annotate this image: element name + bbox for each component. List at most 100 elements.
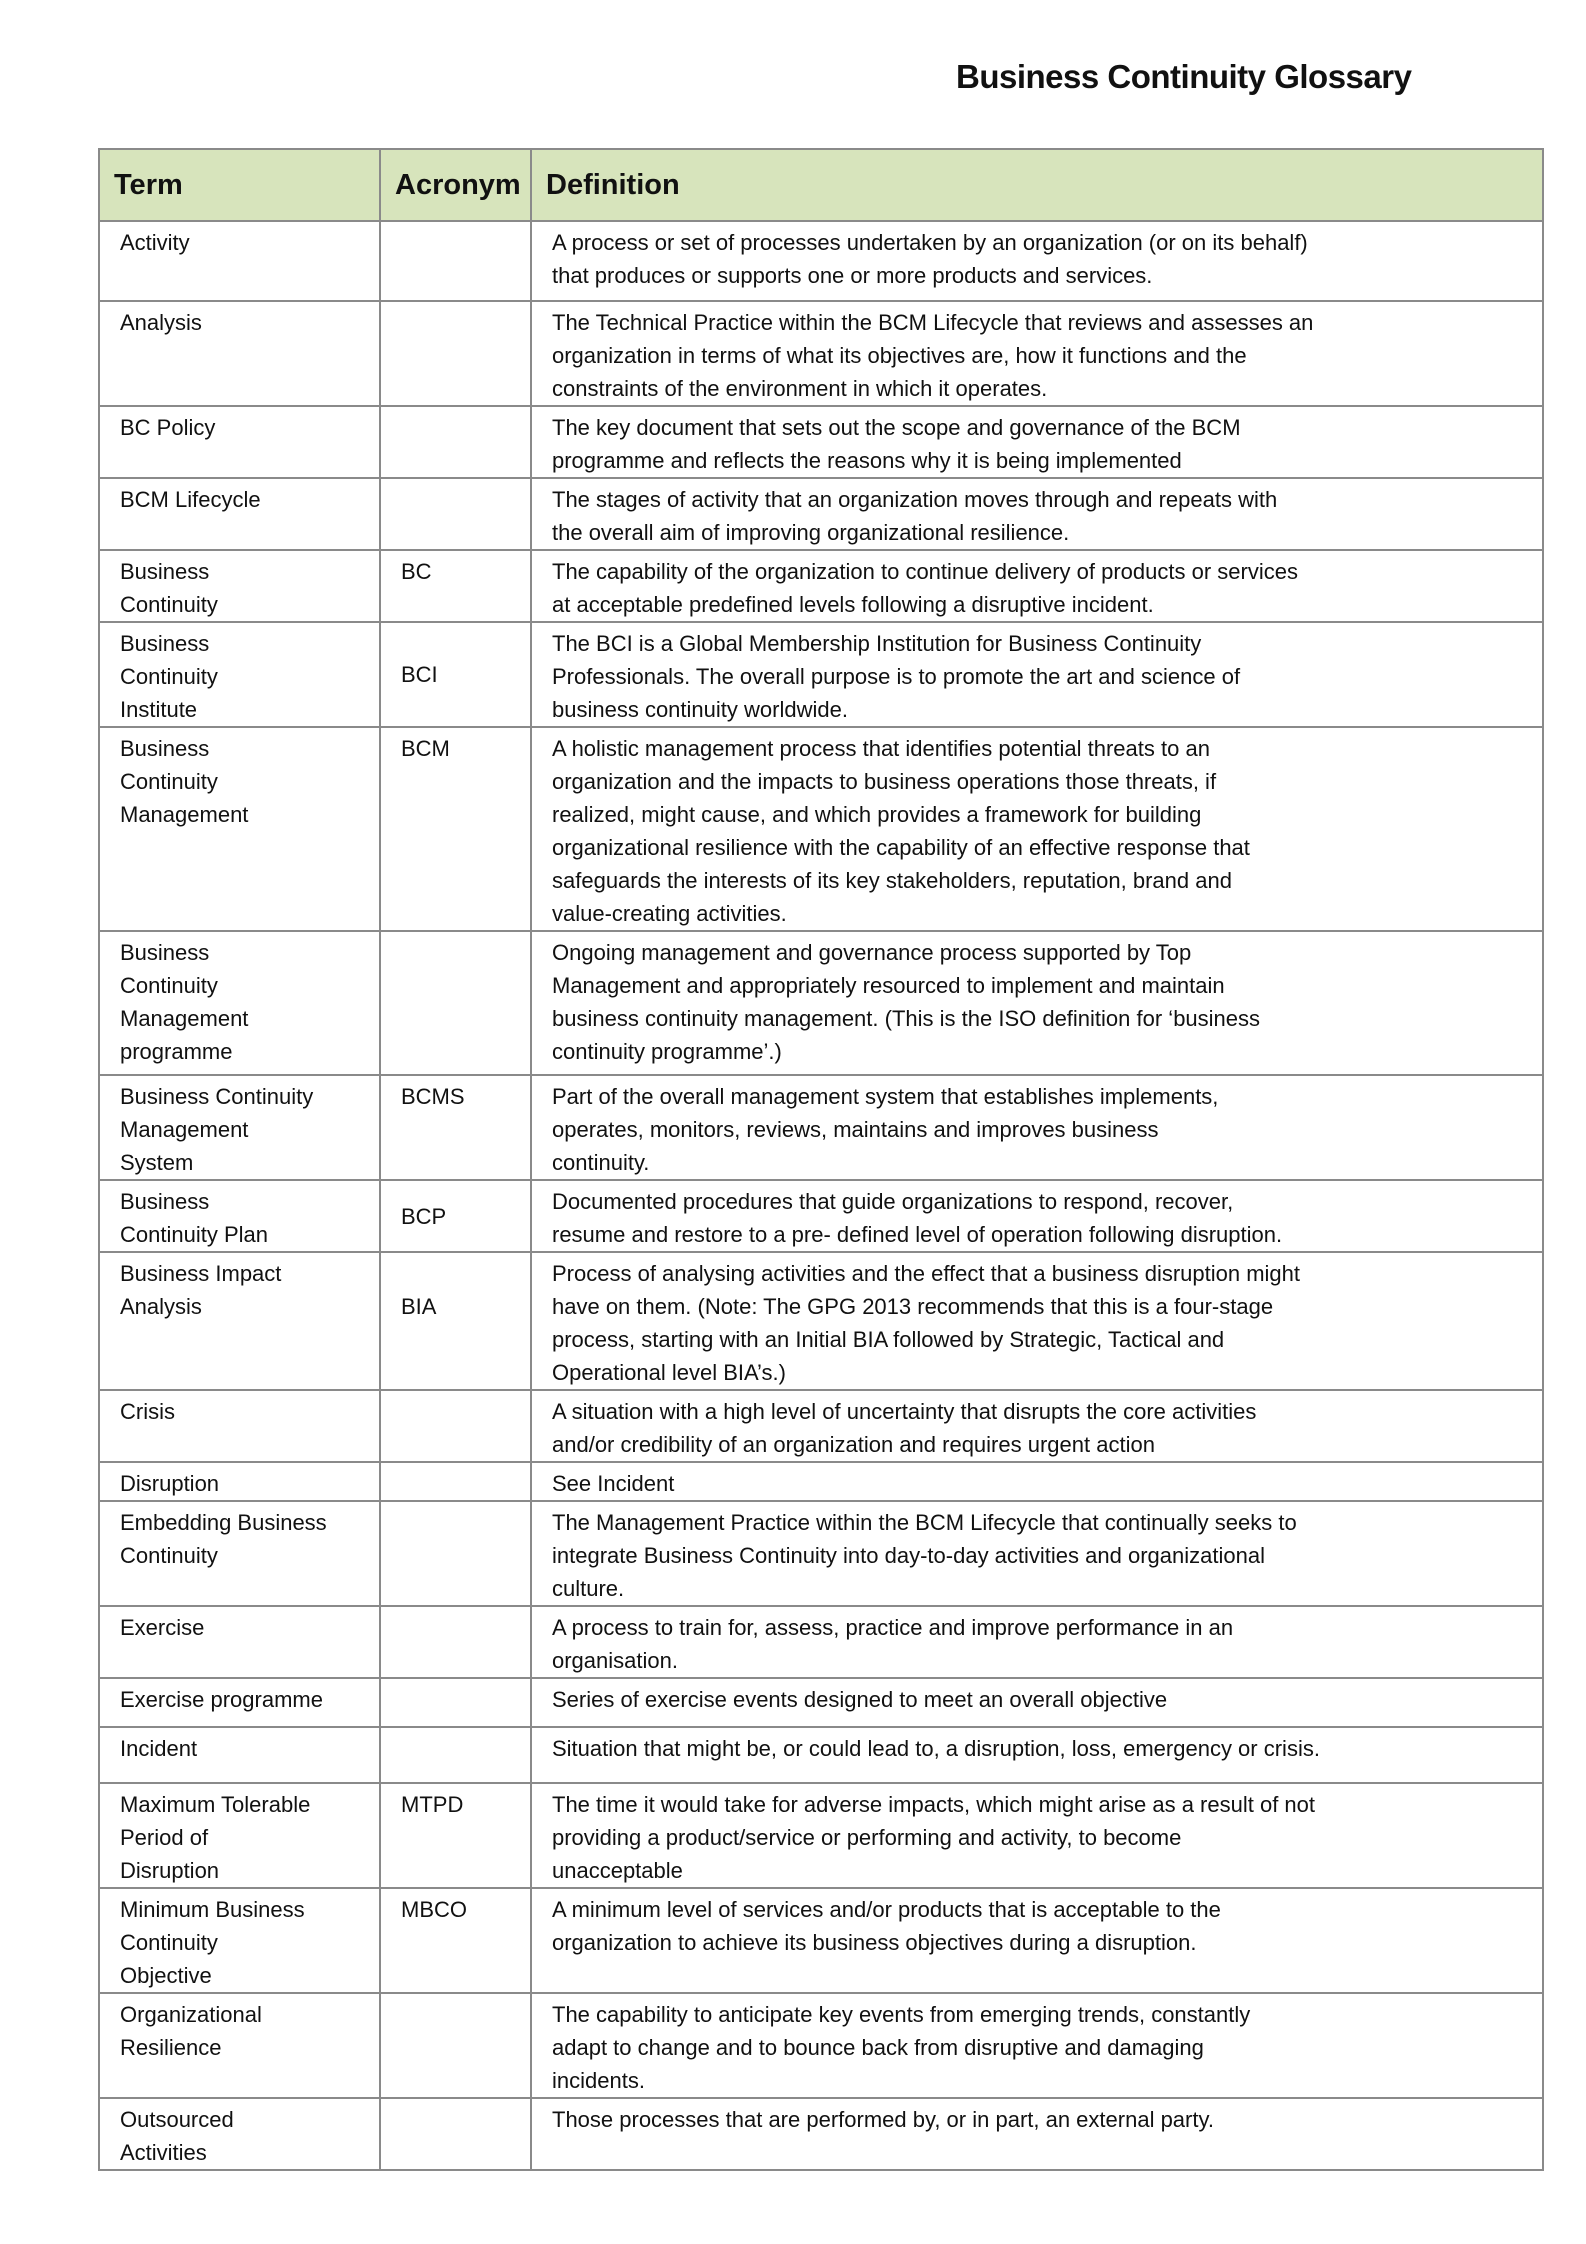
table-row: Exercise programme Series of exercise eve… [98,1677,1544,1728]
acronym-cell: BCI [379,621,532,728]
term-text: Continuity [120,973,218,998]
acronym-cell [379,300,532,407]
acronym-cell [379,1461,532,1502]
term-text: Continuity [120,664,218,689]
definition-cell: The stages of activity that an organizat… [530,477,1544,551]
definition-text: organization and the impacts to business… [552,769,1217,794]
table-row: Business Continuity Management programme Ong… [98,930,1544,1076]
term-cell: Business Impact Analysis [98,1251,381,1391]
definition-text: process, starting with an Initial BIA fo… [552,1327,1225,1352]
definition-text: resume and restore to a pre- defined lev… [552,1222,1283,1247]
term-text: Analysis [120,1294,202,1319]
definition-text: Situation that might be, or could lead t… [552,1736,1320,1761]
definition-cell: The Management Practice within the BCM L… [530,1500,1544,1607]
table-row: Activity A process or set of processes un… [98,220,1544,302]
definition-cell: The time it would take for adverse impac… [530,1782,1544,1889]
definition-text: continuity programme’.) [552,1039,782,1064]
definition-text: realized, might cause, and which provide… [552,802,1202,827]
header-definition: Definition [530,148,1544,222]
definition-text: A holistic management process that ident… [552,736,1210,761]
term-text: Disruption [120,1858,220,1883]
table-row: Minimum Business Continuity Objective MBCO A… [98,1887,1544,1994]
acronym-cell [379,1500,532,1607]
term-cell: BCM Lifecycle [98,477,381,551]
term-cell: Outsourced Activities [98,2097,381,2171]
definition-text: Series of exercise events designed to me… [552,1687,1168,1712]
term-text: programme [120,1039,233,1064]
table-row: Incident Situation that might be, or coul… [98,1726,1544,1784]
term-text: Continuity [120,769,218,794]
definition-text: A situation with a high level of uncerta… [552,1399,1257,1424]
term-text: Continuity [120,1543,218,1568]
acronym-text: MBCO [401,1897,467,1922]
definition-text: Professionals. The overall purpose is to… [552,664,1241,689]
definition-text: and/or credibility of an organization an… [552,1432,1155,1457]
definition-text: business continuity management. (This is… [552,1006,1261,1031]
definition-text: Part of the overall management system th… [552,1084,1219,1109]
definition-text: culture. [552,1576,625,1601]
definition-text: See Incident [552,1471,675,1496]
term-text: Business Impact [120,1261,282,1286]
table-row: Business Continuity Plan BCP Documented pro… [98,1179,1544,1253]
acronym-cell [379,1677,532,1728]
table-row: Business Continuity BC The capability of th… [98,549,1544,623]
definition-text: organization to achieve its business obj… [552,1930,1197,1955]
term-cell: Disruption [98,1461,381,1502]
definition-text: The key document that sets out the scope… [552,415,1241,440]
definition-text: The Management Practice within the BCM L… [552,1510,1297,1535]
term-text: Business [120,940,210,965]
table-row: Business Impact Analysis BIA Process of ana… [98,1251,1544,1391]
definition-text: organizational resilience with the capab… [552,835,1250,860]
term-text: Business [120,631,210,656]
definition-cell: Series of exercise events designed to me… [530,1677,1544,1728]
term-cell: Incident [98,1726,381,1784]
definition-cell: The BCI is a Global Membership Instituti… [530,621,1544,728]
definition-text: Ongoing management and governance proces… [552,940,1192,965]
term-text: Crisis [120,1399,175,1424]
definition-text: providing a product/service or performin… [552,1825,1182,1850]
term-text: Resilience [120,2035,222,2060]
definition-text: continuity. [552,1150,650,1175]
definition-cell: Documented procedures that guide organiz… [530,1179,1544,1253]
term-text: Business [120,559,210,584]
definition-text: The stages of activity that an organizat… [552,487,1278,512]
acronym-cell [379,1726,532,1784]
term-cell: Business Continuity Management System [98,1074,381,1181]
table-row: BC Policy The key document that sets out … [98,405,1544,479]
table-row: Embedding Business Continuity The Managem… [98,1500,1544,1607]
definition-text: incidents. [552,2068,645,2093]
term-text: Analysis [120,310,202,335]
term-text: Period of [120,1825,209,1850]
acronym-text: BC [401,559,432,584]
acronym-cell [379,1992,532,2099]
acronym-cell: BC [379,549,532,623]
definition-text: A process to train for, assess, practice… [552,1615,1234,1640]
acronym-text: BCI [401,662,438,687]
definition-text: business continuity worldwide. [552,697,848,722]
definition-text: A minimum level of services and/or produ… [552,1897,1221,1922]
definition-cell: See Incident [530,1461,1544,1502]
definition-cell: Part of the overall management system th… [530,1074,1544,1181]
header-acronym: Acronym [379,148,532,222]
definition-text: The BCI is a Global Membership Instituti… [552,631,1202,656]
definition-text: safeguards the interests of its key stak… [552,868,1232,893]
term-text: Management [120,1006,249,1031]
term-text: Embedding Business [120,1510,327,1535]
definition-cell: A holistic management process that ident… [530,726,1544,932]
definition-text: Operational level BIA’s.) [552,1360,786,1385]
acronym-cell: BIA [379,1251,532,1391]
term-text: BC Policy [120,415,216,440]
term-cell: Business Continuity [98,549,381,623]
term-cell: Activity [98,220,381,302]
term-text: Exercise programme [120,1687,323,1712]
definition-text: adapt to change and to bounce back from … [552,2035,1204,2060]
table-row: Organizational Resilience The capability t… [98,1992,1544,2099]
definition-text: Management and appropriately resourced t… [552,973,1225,998]
table-row: BCM Lifecycle The stages of activity that… [98,477,1544,551]
acronym-cell [379,405,532,479]
term-cell: Exercise programme [98,1677,381,1728]
definition-text: programme and reflects the reasons why i… [552,448,1182,473]
table-row: Crisis A situation with a high level of u… [98,1389,1544,1463]
acronym-text: BCM [401,736,450,761]
definition-text: The capability to anticipate key events … [552,2002,1251,2027]
